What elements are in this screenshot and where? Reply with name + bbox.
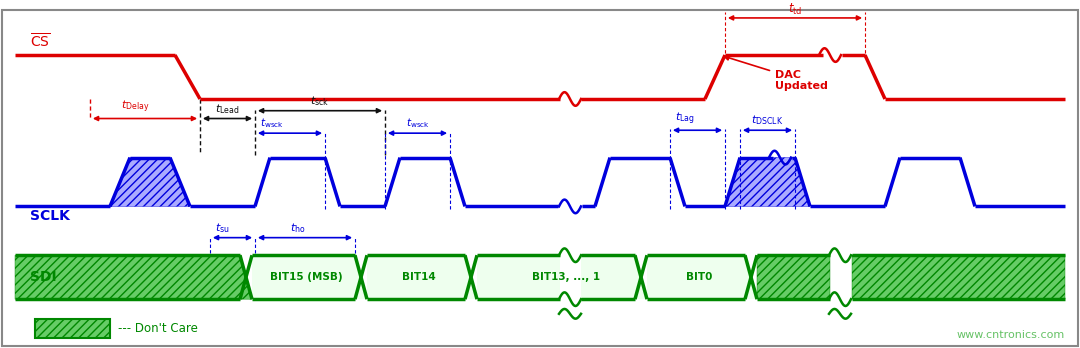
- Text: $t_{\rm DSCLK}$: $t_{\rm DSCLK}$: [752, 113, 784, 127]
- Text: BIT14: BIT14: [402, 272, 436, 282]
- Text: $t_{\rm td}$: $t_{\rm td}$: [787, 2, 802, 17]
- Polygon shape: [757, 255, 831, 299]
- Polygon shape: [647, 255, 757, 299]
- Text: SDI: SDI: [30, 270, 56, 284]
- Polygon shape: [477, 255, 561, 299]
- Text: SCLK: SCLK: [30, 209, 70, 223]
- Text: $t_{\rm Lead}$: $t_{\rm Lead}$: [215, 102, 240, 116]
- Text: www.cntronics.com: www.cntronics.com: [957, 330, 1065, 340]
- Text: $t_{\rm Lag}$: $t_{\rm Lag}$: [675, 111, 694, 127]
- Polygon shape: [110, 158, 190, 206]
- Text: DAC
Updated: DAC Updated: [725, 56, 828, 91]
- Text: $t_{\rm Delay}$: $t_{\rm Delay}$: [121, 99, 149, 115]
- Text: $t_{\rm sck}$: $t_{\rm sck}$: [310, 94, 329, 108]
- Text: --- Don't Care: --- Don't Care: [118, 322, 198, 335]
- Polygon shape: [367, 255, 477, 299]
- Polygon shape: [725, 158, 810, 206]
- Polygon shape: [15, 255, 252, 299]
- Text: $t_{\rm wsck}$: $t_{\rm wsck}$: [260, 117, 284, 130]
- Text: $\overline{\mathrm{CS}}$: $\overline{\mathrm{CS}}$: [30, 32, 51, 50]
- FancyBboxPatch shape: [2, 10, 1078, 346]
- FancyBboxPatch shape: [35, 319, 110, 338]
- Text: BIT0: BIT0: [686, 272, 712, 282]
- Text: $t_{\rm ho}$: $t_{\rm ho}$: [291, 221, 306, 235]
- Polygon shape: [252, 255, 367, 299]
- Text: $t_{\rm wsck}$: $t_{\rm wsck}$: [405, 117, 430, 130]
- Text: BIT13, ..., 1: BIT13, ..., 1: [532, 272, 600, 282]
- Text: $t_{\rm su}$: $t_{\rm su}$: [215, 221, 230, 235]
- Text: BIT15 (MSB): BIT15 (MSB): [270, 272, 342, 282]
- Polygon shape: [852, 255, 1065, 299]
- Polygon shape: [581, 255, 647, 299]
